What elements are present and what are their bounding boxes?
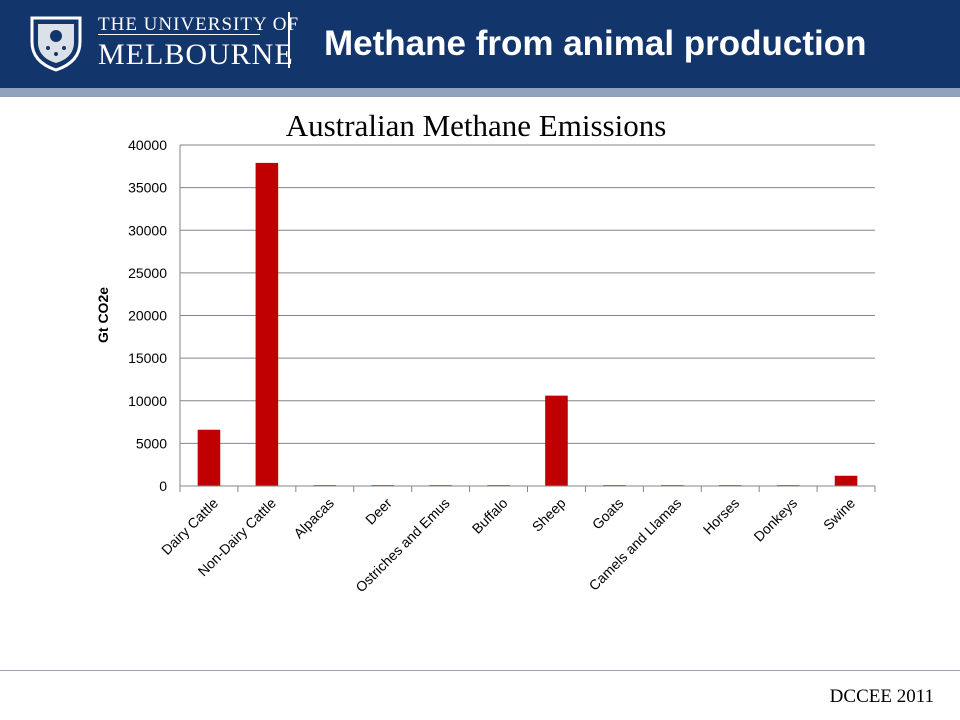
gridlines (180, 144, 875, 487)
footer-rule (0, 670, 960, 671)
header-divider (288, 12, 290, 68)
bar (197, 429, 221, 486)
x-tick-label: Swine (820, 495, 858, 533)
bar (834, 475, 858, 486)
header-bar: THE UNIVERSITY OF MELBOURNE Methane from… (0, 0, 960, 88)
y-tick-label: 20000 (128, 308, 167, 324)
y-axis-label: Gt CO2e (95, 287, 111, 343)
bars (197, 162, 858, 486)
source-citation: DCCEE 2011 (829, 686, 934, 707)
y-tick-label: 5000 (136, 435, 167, 451)
bar (255, 162, 279, 486)
x-tick-label: Sheep (529, 495, 569, 535)
x-tick-label: Goats (589, 495, 627, 533)
x-tick-label: Dairy Cattle (158, 495, 221, 558)
university-name-rule (98, 34, 260, 35)
chart-title: Australian Methane Emissions (286, 108, 667, 143)
y-tick-label: 0 (159, 478, 167, 494)
x-tick-label: Alpacas (290, 495, 337, 542)
university-name-line2: MELBOURNE (98, 38, 294, 71)
bar (545, 395, 568, 486)
y-tick-label: 15000 (128, 350, 167, 366)
university-name-line1: THE UNIVERSITY OF (98, 14, 300, 35)
y-tick-label: 40000 (128, 137, 167, 153)
x-tick-label: Horses (700, 495, 743, 538)
y-tick-label: 25000 (128, 265, 167, 281)
methane-bar-chart: Australian Methane Emissions 0 5000 10000 1… (95, 108, 876, 595)
axes: 0 5000 10000 15000 20000 25000 30000 35000 40000… (128, 137, 876, 595)
slide-title: Methane from animal production (324, 24, 867, 63)
x-tick-label: Deer (362, 495, 395, 528)
header-stripe (0, 88, 960, 97)
x-tick-label: Buffalo (469, 495, 511, 537)
university-crest-icon (30, 16, 82, 72)
y-tick-label: 10000 (128, 393, 167, 409)
y-tick-label: 30000 (128, 222, 167, 238)
y-tick-label: 35000 (128, 180, 167, 196)
x-tick-label: Donkeys (750, 495, 800, 545)
